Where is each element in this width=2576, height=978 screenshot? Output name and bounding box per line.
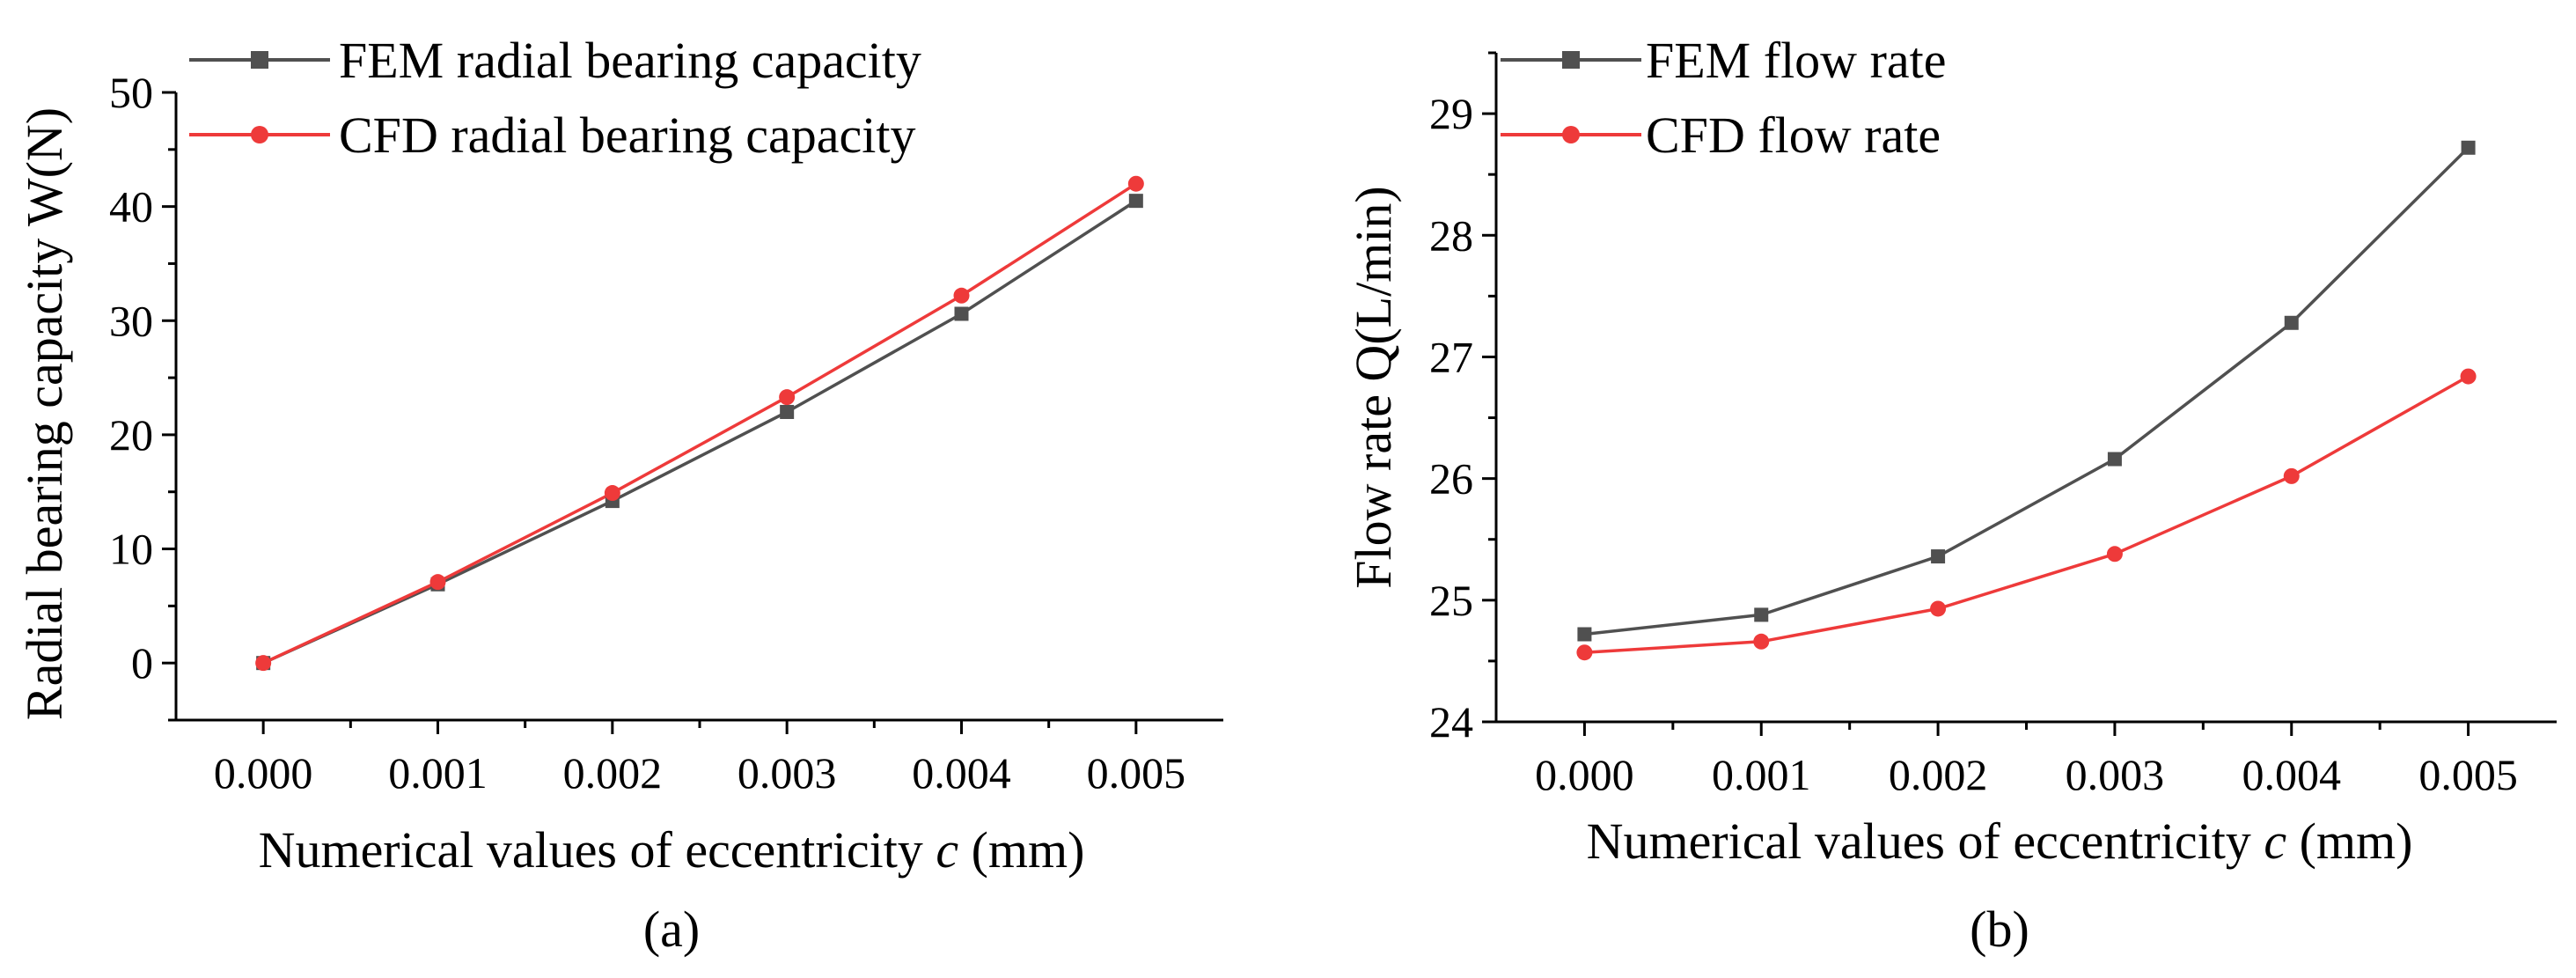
data-point-series-1 <box>2460 368 2477 385</box>
legend-label-fem-radial: FEM radial bearing capacity <box>339 32 921 89</box>
legend-label-fem-flow: FEM flow rate <box>1646 32 1947 89</box>
series-line-1 <box>1584 375 2470 654</box>
data-point-series-1 <box>953 287 970 304</box>
chart-b-caption: (b) <box>1970 901 2029 958</box>
chart-a-legend: FEM radial bearing capacity CFD radial b… <box>189 32 921 164</box>
chart-b-plot <box>1576 140 2477 661</box>
data-point-series-1 <box>1576 644 1593 661</box>
data-point-series-0 <box>780 404 795 419</box>
x-tick-label: 0.003 <box>738 748 837 798</box>
x-tick-label: 0.001 <box>388 748 488 798</box>
chart-b: 24 25 26 27 28 29 0.000 0.001 0.002 0.003 0.004 0.0… <box>1345 32 2557 958</box>
data-point-series-0 <box>2107 452 2122 467</box>
chart-a-y-axis-title: Radial bearing capacity W(N) <box>16 107 73 720</box>
x-tick-label: 0.005 <box>1087 748 1186 798</box>
data-point-series-1 <box>779 389 796 406</box>
y-tick-label: 50 <box>109 68 153 117</box>
y-tick-label: 28 <box>1429 210 1473 260</box>
data-point-series-0 <box>954 306 969 321</box>
x-tick-label: 0.003 <box>2066 750 2165 799</box>
data-point-series-1 <box>429 574 446 591</box>
x-tick-label: 0.002 <box>1889 750 1988 799</box>
legend-label-cfd-radial: CFD radial bearing capacity <box>339 107 915 164</box>
chart-a-ticklabels: 0 10 20 30 40 50 0.000 0.001 0.002 0.003 0.004 0.00… <box>109 68 1185 798</box>
y-tick-label: 30 <box>109 296 153 345</box>
series-line-0 <box>262 199 1137 665</box>
chart-b-ticks <box>1482 51 2470 736</box>
legend-marker-fem-flow <box>1562 51 1580 69</box>
x-tick-label: 0.004 <box>2242 750 2342 799</box>
y-tick-label: 29 <box>1429 89 1473 138</box>
chart-b-legend: FEM flow rate CFD flow rate <box>1501 32 1947 164</box>
y-tick-label: 0 <box>131 638 153 688</box>
legend-marker-cfd-flow <box>1562 126 1580 143</box>
legend-marker-cfd-radial <box>251 126 268 143</box>
legend-label-cfd-flow: CFD flow rate <box>1646 107 1941 164</box>
data-point-series-1 <box>1127 175 1144 192</box>
y-tick-label: 27 <box>1429 332 1473 381</box>
x-tick-label: 0.005 <box>2418 750 2518 799</box>
data-point-series-0 <box>2461 140 2476 155</box>
chart-a-caption: (a) <box>643 901 700 958</box>
x-tick-label: 0.000 <box>1535 750 1634 799</box>
chart-a: 0 10 20 30 40 50 0.000 0.001 0.002 0.003 0.004 0.00… <box>16 32 1223 958</box>
y-tick-label: 40 <box>109 182 153 232</box>
legend-marker-fem-radial <box>251 51 268 69</box>
y-tick-label: 24 <box>1429 697 1473 746</box>
data-point-series-1 <box>1753 633 1770 650</box>
data-point-series-0 <box>1577 627 1592 642</box>
data-point-series-1 <box>604 485 620 502</box>
x-tick-label: 0.001 <box>1712 750 1811 799</box>
y-tick-label: 26 <box>1429 454 1473 504</box>
data-point-series-1 <box>1930 600 1947 617</box>
data-point-series-0 <box>1931 549 1946 564</box>
data-point-series-0 <box>1754 607 1769 622</box>
data-point-series-1 <box>2283 467 2300 484</box>
data-point-series-0 <box>2284 315 2299 330</box>
y-tick-label: 20 <box>109 410 153 460</box>
chart-b-ticklabels: 24 25 26 27 28 29 0.000 0.001 0.002 0.003 0.004 0.0… <box>1429 89 2518 799</box>
y-tick-label: 25 <box>1429 576 1473 625</box>
data-point-series-1 <box>2106 546 2123 563</box>
series-line-1 <box>262 182 1137 665</box>
y-tick-label: 10 <box>109 525 153 574</box>
x-tick-label: 0.000 <box>214 748 313 798</box>
chart-b-y-axis-title: Flow rate Q(L/min) <box>1345 186 1402 588</box>
chart-a-ticks <box>162 91 1138 734</box>
data-point-series-0 <box>1128 194 1143 209</box>
chart-b-x-axis-title: Numerical values of eccentricity c (mm) <box>1587 813 2413 870</box>
x-tick-label: 0.004 <box>912 748 1011 798</box>
chart-a-axes <box>174 92 1223 722</box>
x-tick-label: 0.002 <box>563 748 663 798</box>
series-line-0 <box>1584 146 2470 636</box>
chart-a-x-axis-title: Numerical values of eccentricity c (mm) <box>259 821 1085 879</box>
data-point-series-1 <box>255 655 272 672</box>
chart-a-plot <box>255 175 1144 672</box>
